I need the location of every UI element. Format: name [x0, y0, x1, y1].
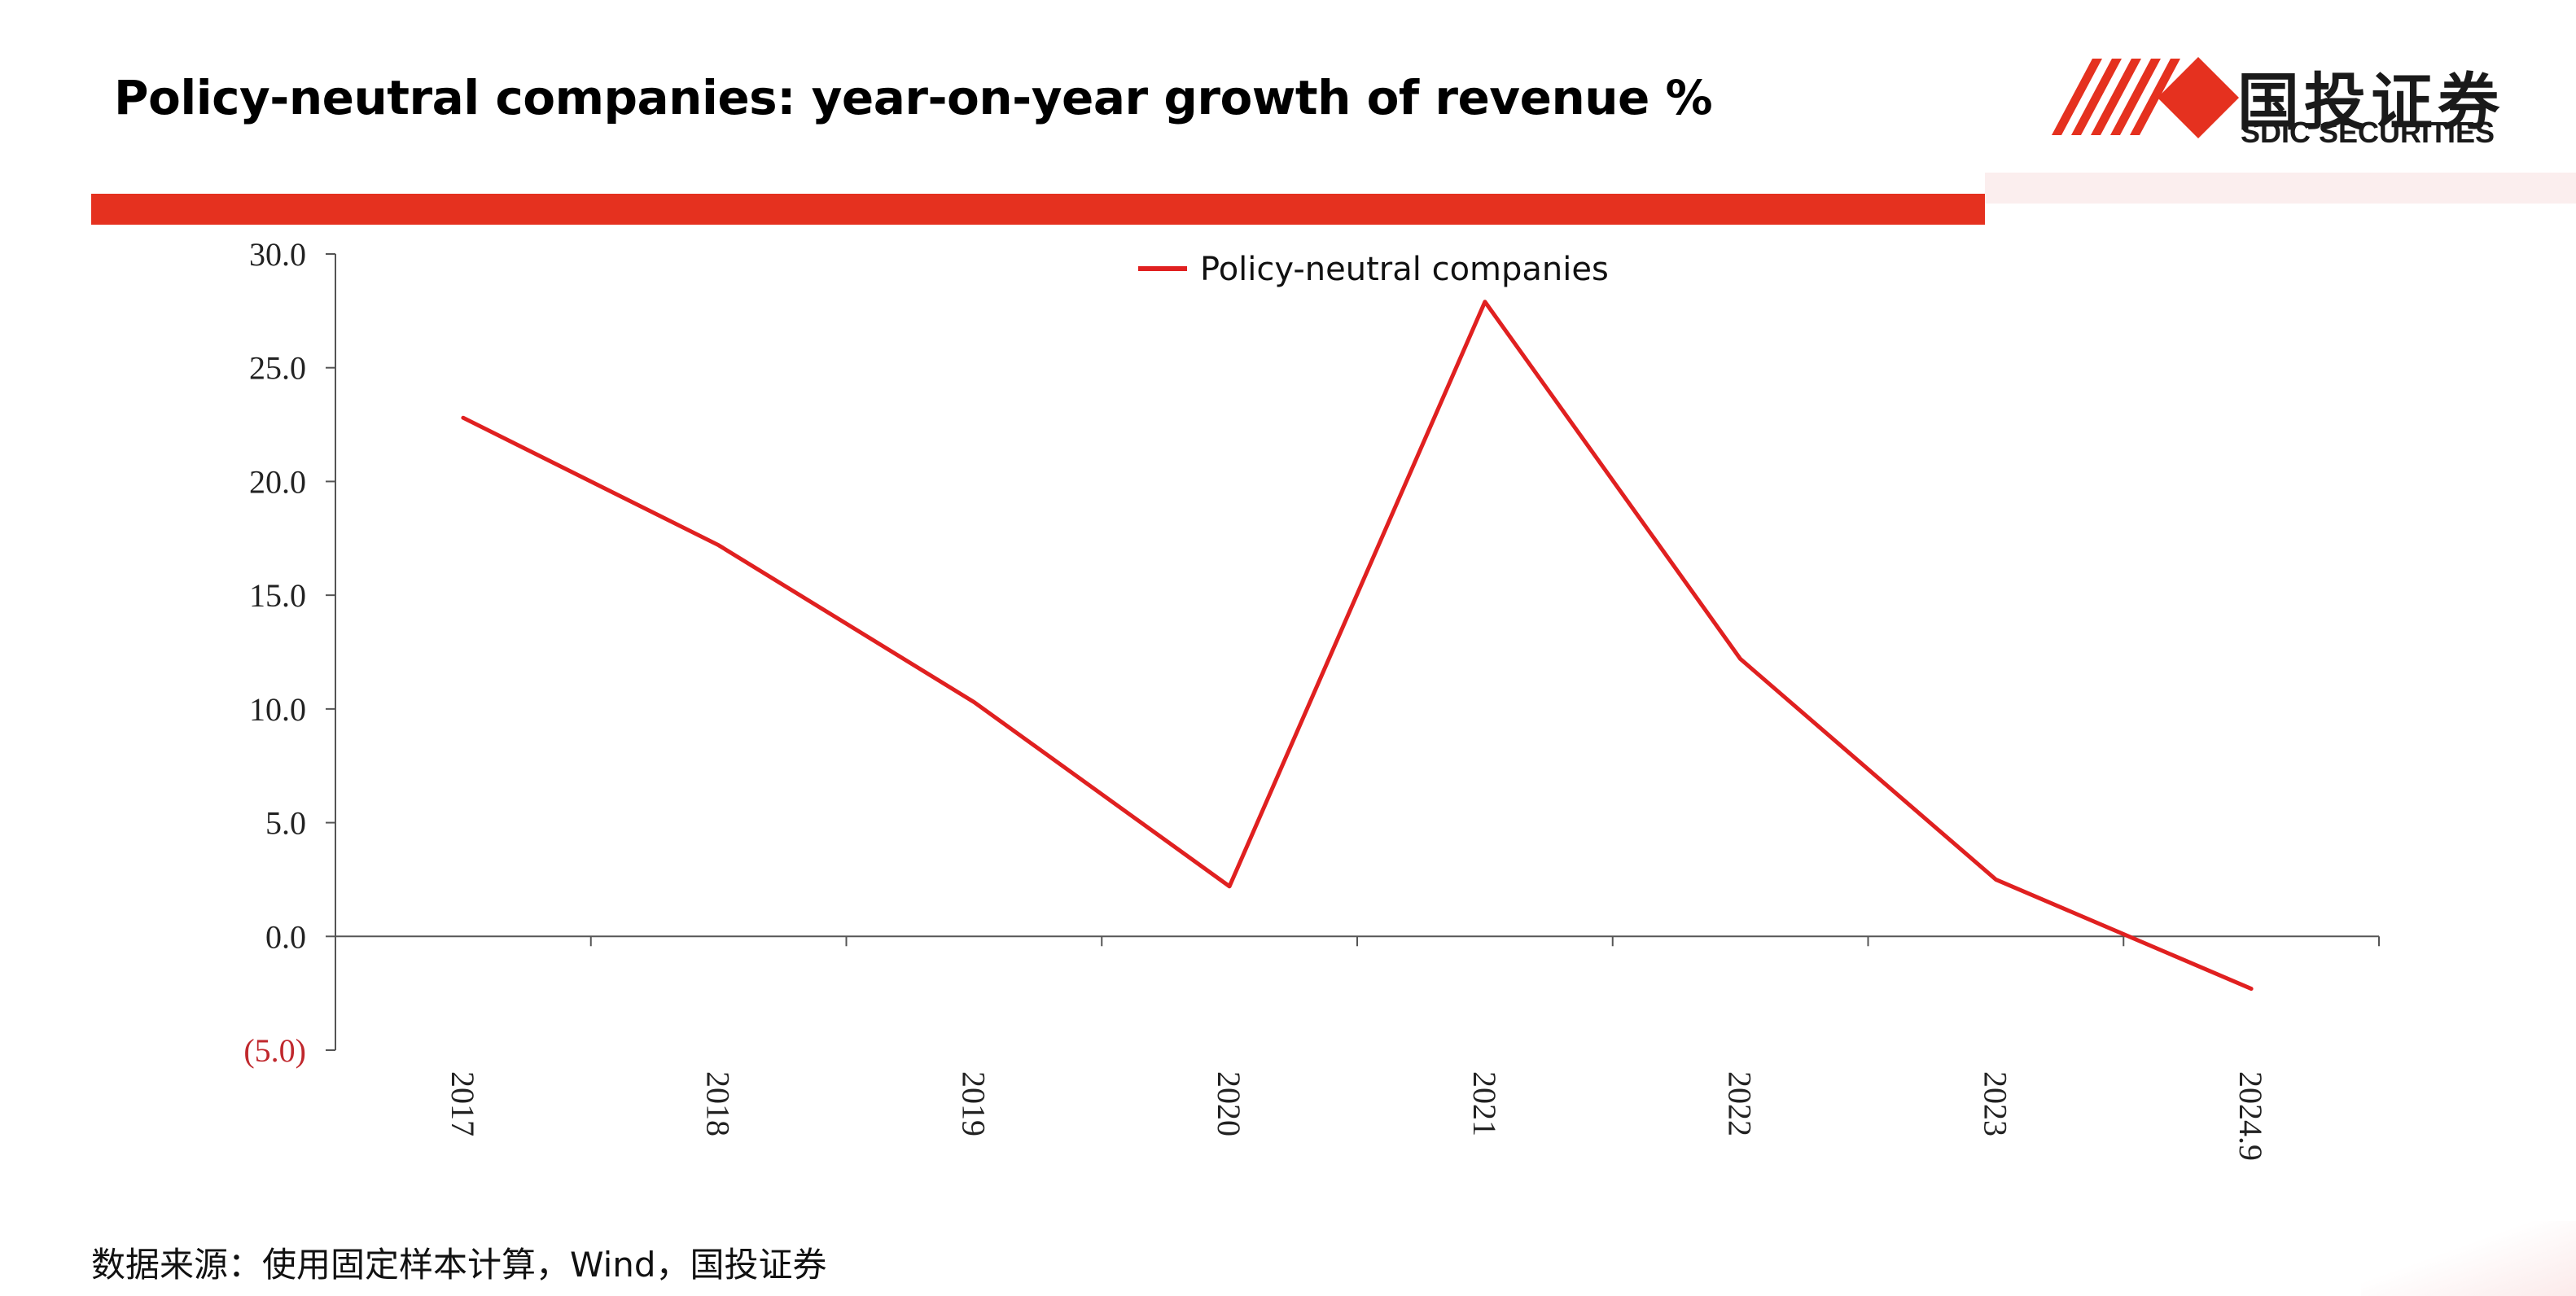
- series-line-policy-neutral: [461, 300, 2254, 992]
- header-accent-band: [91, 194, 1985, 225]
- logo-text-cn: 国投证券: [2237, 66, 2504, 138]
- corner-decoration: [2361, 1221, 2576, 1296]
- x-tick-label: 2018: [700, 1071, 737, 1136]
- y-tick-label: 0.0: [265, 918, 306, 955]
- x-tick-label: 2024.9: [2232, 1071, 2269, 1161]
- y-tick-label: 20.0: [249, 463, 306, 500]
- y-tick-label: 30.0: [249, 236, 306, 273]
- page-title: Policy-neutral companies: year-on-year g…: [114, 70, 1713, 125]
- x-tick-label: 2020: [1211, 1071, 1247, 1136]
- y-tick-label: 5.0: [265, 805, 306, 842]
- x-tick-label: 2022: [1722, 1071, 1759, 1136]
- y-tick-label: 25.0: [249, 350, 306, 387]
- x-tick-label: 2017: [445, 1071, 481, 1136]
- y-tick-label: 10.0: [249, 691, 306, 728]
- logo-text-en: SDIC SECURITIES: [2241, 116, 2495, 149]
- header-light-band: [1985, 173, 2576, 204]
- x-tick-label: 2021: [1466, 1071, 1503, 1136]
- legend-label: Policy-neutral companies: [1200, 251, 1609, 288]
- x-tick-label: 2019: [955, 1071, 992, 1136]
- y-tick-label: 15.0: [249, 577, 306, 614]
- sdic-logo-mark: [2052, 57, 2239, 138]
- source-note: 数据来源：使用固定样本计算，Wind，国投证券: [91, 1245, 827, 1285]
- y-tick-label: (5.0): [243, 1032, 306, 1069]
- x-tick-label: 2023: [1977, 1071, 2013, 1136]
